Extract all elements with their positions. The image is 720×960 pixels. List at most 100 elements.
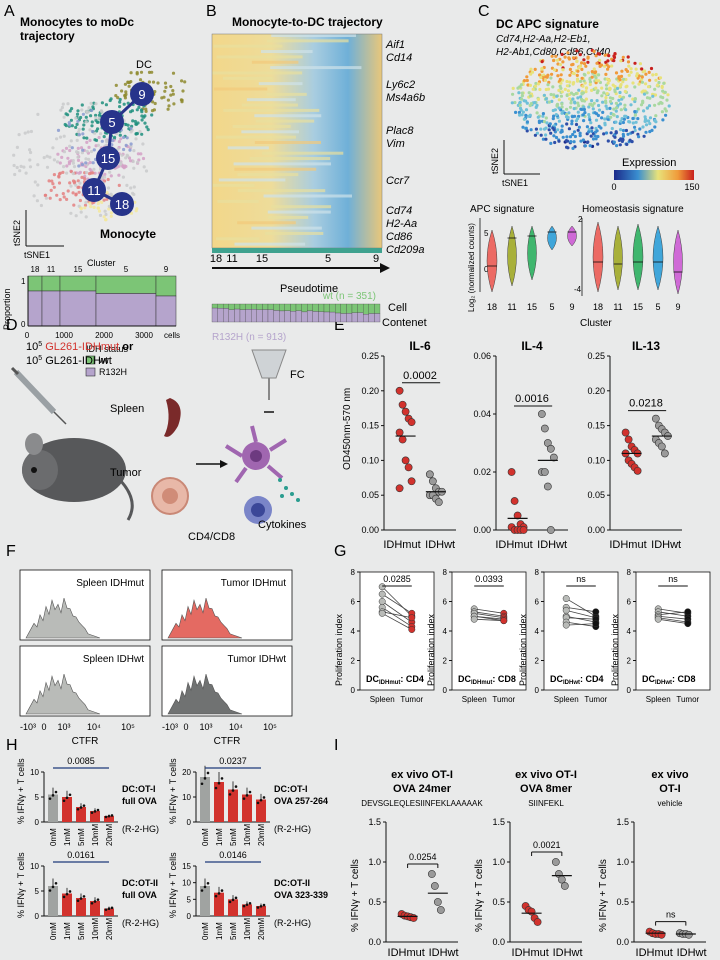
tsne-point-a — [103, 209, 107, 213]
tsne-point-a — [133, 200, 137, 204]
tsne-point-c — [552, 68, 557, 72]
tsne-point-c — [631, 121, 635, 125]
panel-c-violin-xticks: 18 18 11 11 15 15 5 5 9 9 — [487, 302, 681, 312]
panel-g-pair-line-2 — [566, 617, 596, 620]
panel-h-bar-1-4 — [256, 799, 266, 822]
tsne-point-c — [583, 111, 587, 115]
tsne-point-a — [92, 205, 96, 209]
panel-c-title: DC APC signature — [496, 17, 599, 31]
tsne-point-c — [618, 94, 622, 99]
panel-e-chart-0-ytick-label: 0.00 — [361, 525, 379, 535]
tsne-point-a — [64, 146, 69, 150]
tsne-point-a — [126, 80, 130, 84]
panel-h-point-2-4 — [110, 906, 114, 910]
panel-g-pair-line-0 — [381, 586, 413, 617]
heatmap-row — [263, 194, 352, 198]
tsne-point-a — [141, 142, 145, 146]
panel-g-xtick-spleen-2: Spleen — [554, 695, 579, 704]
tsne-point-c — [619, 108, 623, 112]
tsne-point-a — [136, 152, 140, 156]
tsne-point-a — [69, 139, 73, 143]
panel-g-ytick-label: 4 — [351, 627, 356, 636]
tsne-point-c — [660, 85, 664, 89]
panel-h-bar-3-3 — [242, 904, 252, 916]
panel-h-point-3-0 — [206, 882, 210, 885]
panel-g-pair-line-2 — [565, 598, 597, 617]
tsne-point-c — [521, 110, 526, 114]
tsne-point-a — [62, 165, 66, 169]
tsne-point-c — [527, 91, 531, 95]
tsne-point-c — [631, 130, 635, 134]
panel-h-ytick-label: 10 — [30, 768, 39, 777]
tsne-point-c — [603, 64, 607, 68]
tsne-point-c — [651, 73, 655, 77]
panel-h-point-2-3 — [96, 898, 100, 901]
panel-h-bar-0-1 — [62, 797, 72, 822]
panel-h-point-0-3 — [90, 811, 94, 814]
tsne-point-c — [518, 106, 523, 110]
tsne-point-c — [565, 122, 569, 126]
tsne-point-a — [71, 172, 75, 176]
tsne-point-c — [559, 73, 563, 77]
tsne-point-a — [92, 148, 96, 152]
tsne-point-a — [72, 165, 77, 169]
tsne-point-c — [606, 139, 610, 143]
tsne-point-a — [60, 155, 64, 159]
heatmap-row — [227, 146, 269, 150]
tsne-point-a — [85, 140, 89, 144]
panel-g-spleen-point-1 — [470, 615, 478, 623]
tsne-point-a — [118, 97, 122, 102]
panel-g-pair-line-2 — [566, 623, 596, 626]
tsne-point-a — [87, 145, 91, 149]
tsne-point-a — [102, 135, 106, 139]
bar-wt-5 — [95, 275, 157, 294]
tsne-point-a — [35, 199, 40, 203]
tsne-point-c — [565, 79, 569, 84]
panel-a-bar-xtick-0: 0 — [25, 331, 30, 340]
panel-e-group-mut-2: IDHmut — [609, 539, 646, 551]
panel-h-xtick-0-3: 10mM — [91, 823, 100, 846]
panel-i-chart-0-ytick-label: 0.0 — [368, 937, 381, 947]
bar-wt-15 — [59, 275, 97, 292]
panel-i-title1-1: ex vivo OT-I — [515, 769, 577, 781]
tsne-point-a — [75, 112, 80, 116]
panel-g-ylabel-0: Proliferation index — [334, 613, 344, 686]
tsne-point-c — [566, 89, 571, 93]
panel-a-legend-wt-swatch — [85, 355, 96, 365]
panel-h-point-1-1 — [220, 777, 224, 780]
tsne-point-a — [140, 114, 144, 118]
panel-e-chart-1-ytick-label: 0.06 — [473, 351, 491, 361]
violin-apc-18 — [486, 229, 498, 293]
tsne-point-c — [648, 130, 652, 134]
panel-g-xtick-spleen-3: Spleen — [646, 695, 671, 704]
tsne-point-a — [80, 151, 84, 155]
panel-h-point-1-3 — [242, 797, 246, 800]
tsne-point-c — [601, 110, 605, 114]
tsne-point-a — [111, 139, 115, 143]
tsne-point-c — [576, 101, 580, 105]
heatmap-row — [237, 189, 326, 193]
tsne-point-a — [74, 183, 78, 187]
gene-label-cd86: Cd86 — [386, 231, 413, 243]
violin-homeo-9 — [673, 229, 683, 295]
tsne-point-c — [525, 75, 529, 79]
panel-h-bar-1-1 — [214, 782, 224, 822]
panel-i-chart-0-point-idhwt — [427, 870, 436, 878]
panel-e-pvalue-1: 0.0016 — [515, 393, 549, 405]
panel-h-point-3-1 — [217, 892, 221, 895]
heatmap-row — [249, 157, 331, 161]
cell-content-r132h — [363, 314, 369, 323]
panel-i-group-wt-2: IDHwt — [677, 947, 707, 959]
panel-g-tumor-point-0 — [408, 614, 416, 622]
tsne-point-a — [153, 90, 157, 94]
bar-cluster-tick-5: 5 — [124, 265, 129, 274]
tsne-point-c — [659, 95, 663, 99]
tsne-point-c — [640, 75, 644, 79]
tsne-point-a — [19, 164, 23, 168]
heatmap-row — [246, 98, 296, 102]
panel-h-ytick-label: 20 — [182, 768, 191, 777]
cell-content-wt — [223, 303, 229, 309]
tsne-point-c — [595, 112, 599, 116]
panel-h-title2-0: full OVA — [122, 796, 157, 806]
tsne-point-c — [633, 128, 637, 133]
